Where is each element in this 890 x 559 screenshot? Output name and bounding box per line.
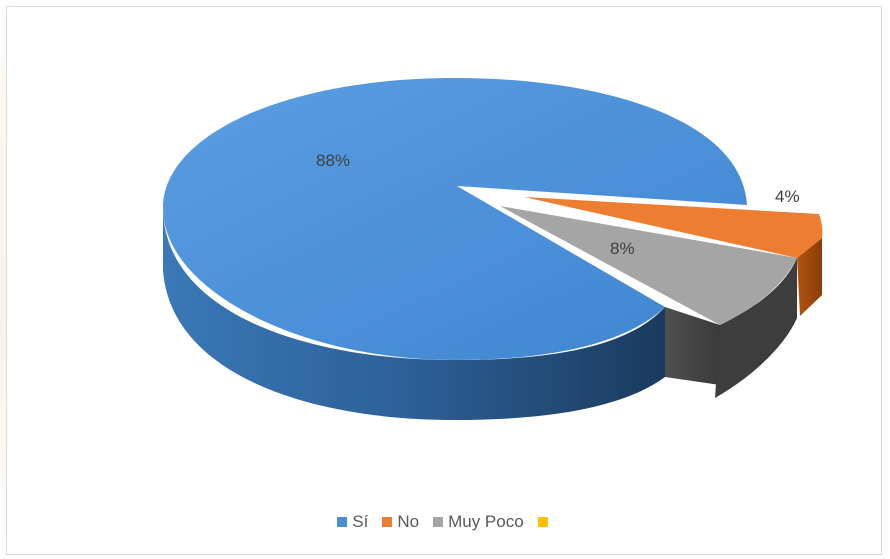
legend-swatch-si [337, 517, 348, 527]
legend-swatch-muy-poco [433, 517, 444, 527]
slice-muy-poco-side-outer [715, 258, 797, 398]
data-label-muy-poco: 8% [610, 239, 635, 258]
legend-swatch-no [382, 517, 393, 527]
legend-item-muy-poco: Muy Poco [433, 512, 524, 532]
legend-item-si: Sí [337, 512, 368, 532]
slice-muy-poco-side [665, 307, 720, 385]
slice-si [163, 78, 747, 360]
legend-item-no: No [382, 512, 419, 532]
pie-top-faces [163, 78, 823, 360]
legend-label-si: Sí [352, 512, 369, 531]
slice-no-side [797, 238, 822, 316]
legend-label-muy-poco: Muy Poco [448, 512, 524, 531]
legend-item-blank [537, 517, 553, 527]
slice-muy-poco [500, 206, 797, 325]
slice-si-side [163, 207, 665, 420]
legend-swatch-blank [537, 517, 548, 527]
data-label-si: 88% [316, 151, 350, 170]
chart-legend: Sí No Muy Poco [0, 512, 890, 532]
legend-label-no: No [397, 512, 420, 531]
pie-side-walls [163, 207, 822, 420]
data-label-no: 4% [775, 187, 800, 206]
slice-no [524, 197, 823, 258]
